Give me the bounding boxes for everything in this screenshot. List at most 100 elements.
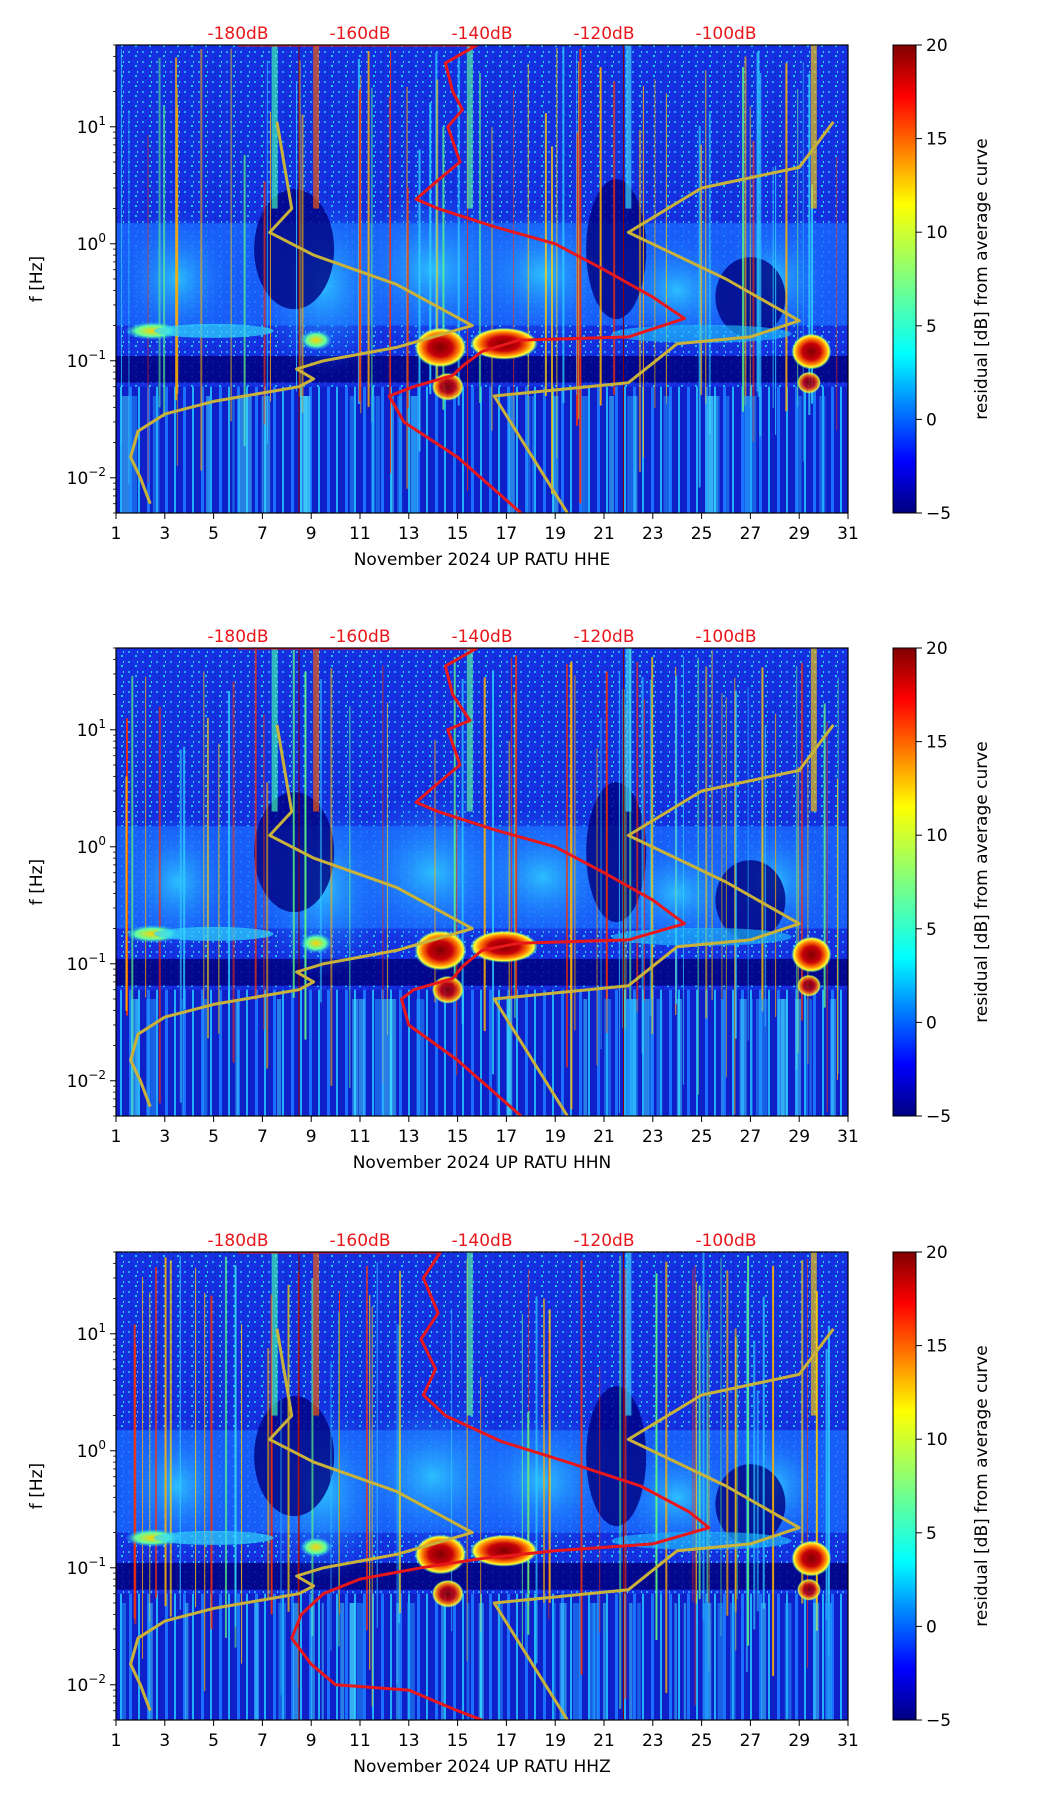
low-frequency-column bbox=[710, 396, 718, 513]
colorbar-tick-label: 15 bbox=[926, 130, 948, 150]
transient-streak bbox=[406, 187, 409, 408]
x-tick-label: 11 bbox=[349, 1127, 371, 1147]
x-tick-label: 31 bbox=[837, 1731, 859, 1751]
x-tick-label: 23 bbox=[642, 1127, 664, 1147]
bright-stripe-2 bbox=[313, 648, 320, 812]
transient-streak bbox=[806, 1259, 808, 1668]
transient-streak bbox=[206, 717, 209, 1039]
transient-streak bbox=[418, 149, 421, 452]
low-frequency-column bbox=[819, 396, 826, 513]
db-scale-label: -120dB bbox=[573, 24, 634, 44]
low-frequency-column bbox=[507, 999, 512, 1116]
bright-stripe-4 bbox=[466, 45, 473, 209]
transient-streak bbox=[451, 1308, 453, 1632]
transient-streak bbox=[711, 650, 713, 1001]
low-frequency-column bbox=[129, 396, 138, 513]
colorbar-label: residual [dB] from average curve bbox=[972, 1345, 992, 1626]
transient-streak bbox=[442, 126, 445, 410]
low-frequency-column bbox=[552, 396, 559, 513]
transient-streak bbox=[797, 88, 799, 407]
transient-streak bbox=[698, 125, 701, 488]
low-frequency-column bbox=[784, 1603, 792, 1720]
bright-stripe-1 bbox=[271, 45, 278, 209]
transient-streak bbox=[708, 1290, 710, 1672]
y-tick-label: 10−2 bbox=[67, 1672, 106, 1696]
x-tick-label: 29 bbox=[788, 524, 810, 544]
transient-streak bbox=[801, 662, 804, 1021]
low-frequency-column bbox=[643, 999, 650, 1116]
transient-streak bbox=[358, 89, 361, 402]
colorbar-tick-label: 5 bbox=[926, 920, 937, 940]
low-frequency-column bbox=[496, 999, 499, 1116]
x-tick-label: 23 bbox=[642, 1731, 664, 1751]
transient-streak bbox=[619, 1255, 622, 1709]
low-frequency-column bbox=[407, 1603, 415, 1720]
median-psd-curve bbox=[238, 648, 686, 1116]
transient-streak bbox=[263, 714, 265, 1030]
transient-streak bbox=[655, 1273, 658, 1641]
low-frequency-column bbox=[152, 396, 160, 513]
transient-streak bbox=[721, 693, 723, 999]
x-tick-label: 3 bbox=[159, 1127, 170, 1147]
colorbar: −5 0 5 10 15 20 residual [dB] from average cur… bbox=[892, 1243, 992, 1731]
transient-streak bbox=[762, 1296, 765, 1609]
transient-streak bbox=[726, 1270, 729, 1616]
transient-streak bbox=[158, 706, 161, 1104]
x-tick-label: 31 bbox=[837, 1127, 859, 1147]
low-frequency-column bbox=[245, 396, 252, 513]
quiet-band bbox=[116, 958, 848, 986]
transient-streak bbox=[480, 1376, 482, 1632]
x-tick-label: 25 bbox=[691, 524, 713, 544]
transient-streak bbox=[338, 1290, 340, 1614]
transient-streak bbox=[230, 48, 232, 422]
transient-streak bbox=[641, 677, 644, 1054]
low-frequency-column bbox=[705, 396, 712, 513]
transient-streak bbox=[734, 677, 736, 1115]
storm-hotspot bbox=[431, 1579, 464, 1608]
transient-streak bbox=[562, 46, 565, 404]
low-frequency-column bbox=[352, 999, 359, 1116]
bright-stripe-5 bbox=[625, 1252, 632, 1416]
low-frequency-column bbox=[150, 999, 158, 1116]
x-tick-label: 15 bbox=[447, 1127, 469, 1147]
bright-stripe-2 bbox=[313, 45, 320, 209]
x-tick-label: 9 bbox=[306, 1127, 317, 1147]
transient-streak bbox=[269, 111, 271, 402]
db-scale-label: -100dB bbox=[695, 627, 756, 647]
x-tick-label: 21 bbox=[593, 1127, 615, 1147]
low-frequency-column bbox=[592, 1603, 596, 1720]
spectrogram-image bbox=[116, 648, 848, 1116]
transient-streak bbox=[169, 1260, 172, 1617]
transient-streak bbox=[747, 1255, 750, 1646]
db-scale-label: -120dB bbox=[573, 1231, 634, 1251]
y-tick-label: 100 bbox=[77, 231, 106, 255]
x-tick-label: 25 bbox=[691, 1127, 713, 1147]
storm-hotspot bbox=[791, 936, 832, 973]
low-frequency-column bbox=[581, 396, 585, 513]
low-frequency-column bbox=[130, 999, 139, 1116]
colorbar-tick-label: 10 bbox=[926, 1430, 948, 1450]
quiet-patch-3 bbox=[715, 1464, 786, 1545]
transient-streak bbox=[618, 671, 620, 1114]
colorbar-tick-label: 0 bbox=[926, 1617, 937, 1637]
bright-stripe-3 bbox=[810, 648, 817, 812]
colorbar-label: residual [dB] from average curve bbox=[972, 741, 992, 1022]
microseism-haze-1 bbox=[117, 1416, 237, 1556]
transient-streak bbox=[736, 1337, 738, 1600]
y-tick-label: 10−2 bbox=[67, 465, 106, 489]
transient-streak bbox=[204, 1292, 206, 1692]
colorbar-tick-label: −5 bbox=[926, 1711, 951, 1731]
transient-streak bbox=[263, 181, 266, 425]
y-tick-label: 10−1 bbox=[67, 348, 106, 372]
x-tick-label: 23 bbox=[642, 524, 664, 544]
low-frequency-column bbox=[552, 1603, 556, 1720]
low-frequency-column bbox=[674, 1603, 677, 1720]
transient-streak bbox=[756, 52, 759, 392]
x-tick-label: 7 bbox=[257, 1731, 268, 1751]
low-frequency-column bbox=[411, 396, 417, 513]
transient-streak bbox=[243, 154, 246, 447]
low-frequency-column bbox=[739, 999, 747, 1116]
y-tick-label: 10−1 bbox=[67, 951, 106, 975]
spectrogram-image bbox=[116, 1252, 848, 1720]
